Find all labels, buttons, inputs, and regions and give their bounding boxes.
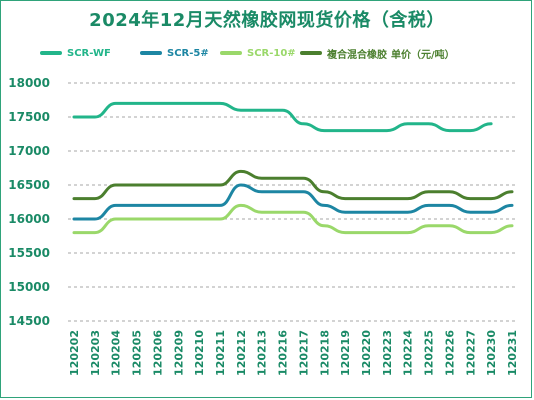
- x-tick-label: 120203: [89, 330, 102, 376]
- legend-swatch-scr-10: [220, 51, 242, 55]
- x-tick-label: 120224: [402, 330, 415, 376]
- y-tick-label: 18000: [8, 76, 50, 90]
- x-tick-label: 120210: [193, 330, 206, 376]
- x-tick-label: 120205: [131, 330, 144, 376]
- x-tick-label: 120216: [277, 330, 290, 376]
- legend-item-mixed-rubber: 複合混合橡胶 单价（元/吨）: [300, 44, 455, 62]
- legend-swatch-scr-5: [140, 51, 162, 55]
- series-line-1: [72, 183, 514, 221]
- x-tick-label: 120227: [464, 330, 477, 376]
- legend-swatch-scr-wf: [40, 51, 62, 55]
- x-tick-label: 120231: [506, 330, 519, 376]
- x-tick-label: 120209: [172, 330, 185, 376]
- x-tick-label: 120213: [256, 330, 269, 376]
- y-tick-label: 15000: [8, 280, 50, 294]
- legend-label-scr-10: SCR-10#: [247, 47, 296, 59]
- x-tick-label: 120204: [110, 330, 123, 376]
- series-line-3: [72, 169, 514, 201]
- y-tick-label: 17000: [8, 144, 50, 158]
- y-axis: 18000 17500 17000 16500 16000 15500 15000 14500: [8, 76, 50, 328]
- y-tick-label: 16500: [8, 178, 50, 192]
- x-tick-label: 120225: [423, 330, 436, 376]
- chart-title: 2024年12月天然橡胶网现货价格（含税）: [89, 10, 445, 31]
- legend-label-scr-wf: SCR-WF: [67, 47, 111, 59]
- legend-label-scr-5: SCR-5#: [167, 47, 209, 59]
- x-tick-label: 120223: [381, 330, 394, 376]
- chart-legend: SCR-WF SCR-5# SCR-10# 複合混合橡胶 单价（元/吨）: [0, 44, 534, 62]
- x-tick-label: 120212: [235, 330, 248, 376]
- legend-label-mixed-rubber: 複合混合橡胶: [327, 49, 387, 61]
- legend-item-scr-10: SCR-10#: [220, 44, 296, 62]
- y-tick-label: 15500: [8, 246, 50, 260]
- x-tick-label: 120202: [68, 330, 81, 376]
- x-axis: 120202 120203 120204 120205 120206 120209 1202…: [68, 330, 519, 376]
- legend-item-scr-5: SCR-5#: [140, 44, 209, 62]
- y-tick-label: 16000: [8, 212, 50, 226]
- x-tick-label: 120211: [214, 330, 227, 376]
- series-layer: [72, 101, 514, 235]
- legend-item-scr-wf: SCR-WF: [40, 44, 111, 62]
- series-line-0: [72, 101, 493, 133]
- y-tick-label: 14500: [8, 314, 50, 328]
- series-line-2: [72, 203, 514, 235]
- y-tick-label: 17500: [8, 110, 50, 124]
- x-tick-label: 120230: [485, 330, 498, 376]
- x-tick-label: 120218: [318, 330, 331, 376]
- y-axis-unit-label: 单价（元/吨）: [391, 49, 455, 61]
- legend-swatch-mixed-rubber: [300, 51, 322, 55]
- x-tick-label: 120226: [443, 330, 456, 376]
- x-tick-label: 120217: [297, 330, 310, 376]
- x-tick-label: 120219: [339, 330, 352, 376]
- x-tick-label: 120220: [360, 330, 373, 376]
- x-tick-label: 120206: [151, 330, 164, 376]
